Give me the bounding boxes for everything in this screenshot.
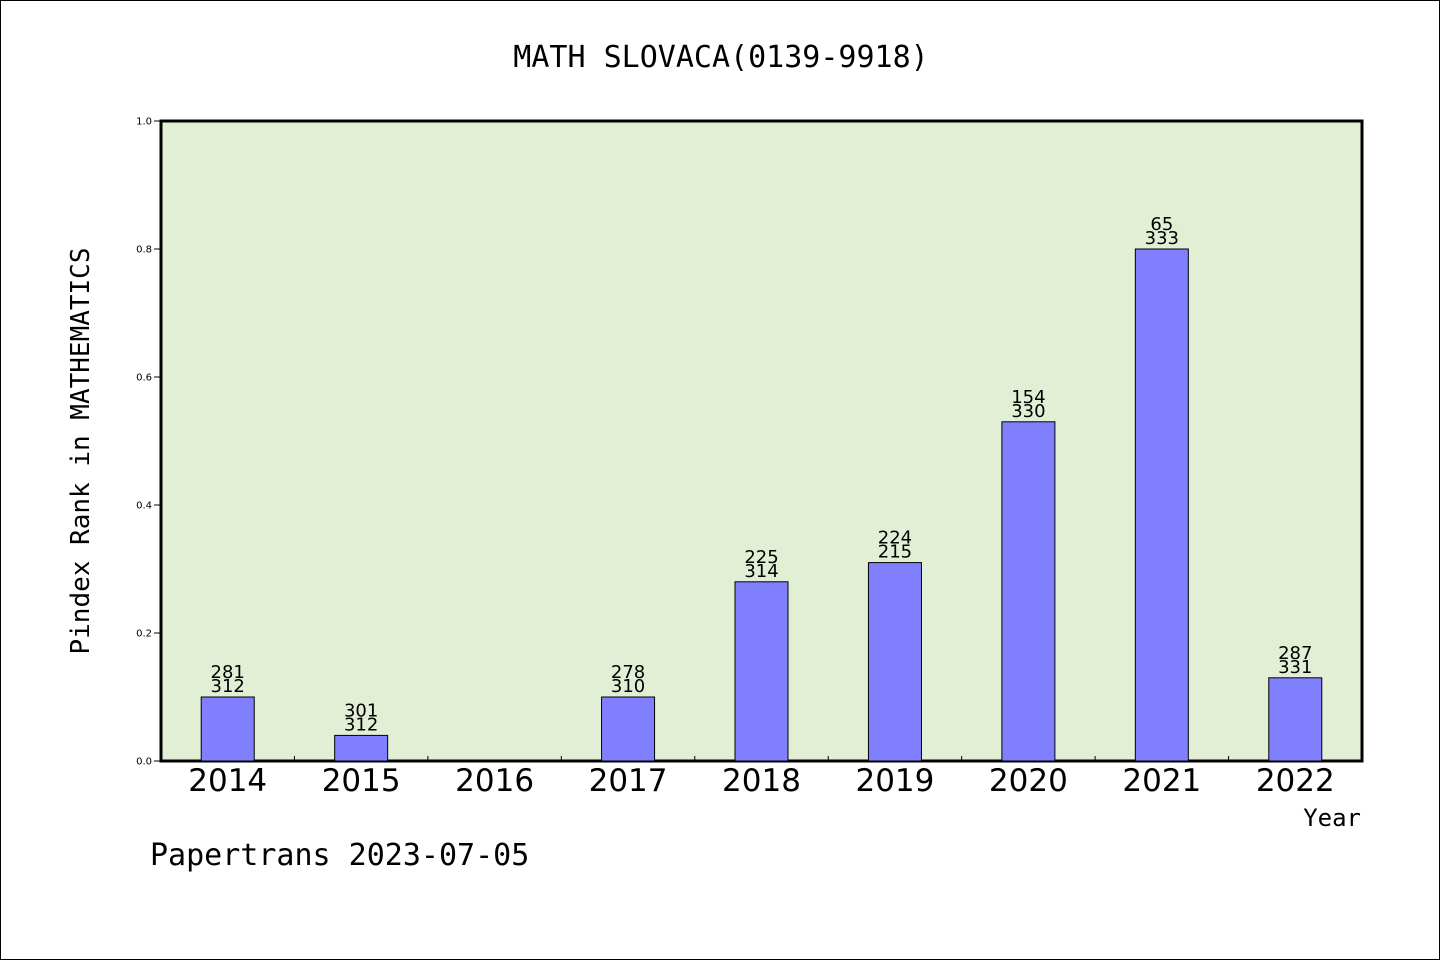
data-label-bottom: 310	[611, 676, 645, 697]
bar-2022	[1268, 677, 1323, 762]
data-label-top: 225	[744, 547, 778, 568]
bars	[200, 248, 1323, 762]
data-label-top: 281	[211, 662, 245, 683]
x-axis-label: Year	[1303, 804, 1361, 832]
data-label-top: 154	[1011, 387, 1045, 408]
y-tick-label: 0.6	[136, 373, 152, 384]
data-label-bottom: 331	[1278, 657, 1312, 678]
data-label-bottom: 312	[344, 714, 378, 735]
bar-2015	[334, 734, 389, 762]
bar-2014	[200, 696, 255, 762]
data-label-bottom: 312	[211, 676, 245, 697]
x-axis-ticks: 2014 2015 2016 2017 2018 2019 2020 2021 2022	[188, 756, 1335, 799]
bar-2019	[867, 562, 922, 762]
y-tick-label: 0.4	[136, 501, 152, 512]
footer-credit: Papertrans 2023-07-05	[150, 838, 529, 873]
data-label-top: 278	[611, 662, 645, 683]
data-label-top: 301	[344, 700, 378, 721]
data-label-bottom: 333	[1145, 228, 1179, 249]
x-tick-label: 2020	[989, 763, 1068, 799]
data-label-top: 224	[878, 528, 912, 549]
x-tick-label: 2017	[589, 763, 668, 799]
data-label-bottom: 215	[878, 542, 912, 563]
x-tick-label: 2018	[722, 763, 801, 799]
bar-2017	[601, 696, 656, 762]
bar-2018	[734, 581, 789, 762]
data-labels: 2813123013122783102253142242151543306533…	[211, 214, 1313, 735]
y-tick-label: 0.2	[136, 629, 152, 640]
y-tick-label: 0.8	[136, 245, 152, 256]
bar-2020	[1001, 421, 1056, 762]
data-label-top: 65	[1150, 214, 1173, 235]
y-axis-ticks: 0.0 0.2 0.4 0.6 0.8 1.0	[136, 117, 161, 768]
y-tick-label: 1.0	[136, 117, 152, 128]
x-tick-label: 2019	[855, 763, 934, 799]
x-tick-label: 2016	[455, 763, 534, 799]
data-label-bottom: 314	[744, 561, 778, 582]
y-axis-label: Pindex Rank in MATHEMATICS	[66, 248, 96, 655]
data-label-top: 287	[1278, 643, 1312, 664]
y-tick-label: 0.0	[136, 757, 152, 768]
chart-title: MATH SLOVACA(0139-9918)	[513, 40, 928, 75]
x-tick-label: 2015	[322, 763, 401, 799]
x-tick-label: 2021	[1122, 763, 1201, 799]
x-tick-label: 2014	[188, 763, 267, 799]
x-tick-label: 2022	[1256, 763, 1335, 799]
bar-2021	[1134, 248, 1189, 762]
data-label-bottom: 330	[1011, 401, 1045, 422]
